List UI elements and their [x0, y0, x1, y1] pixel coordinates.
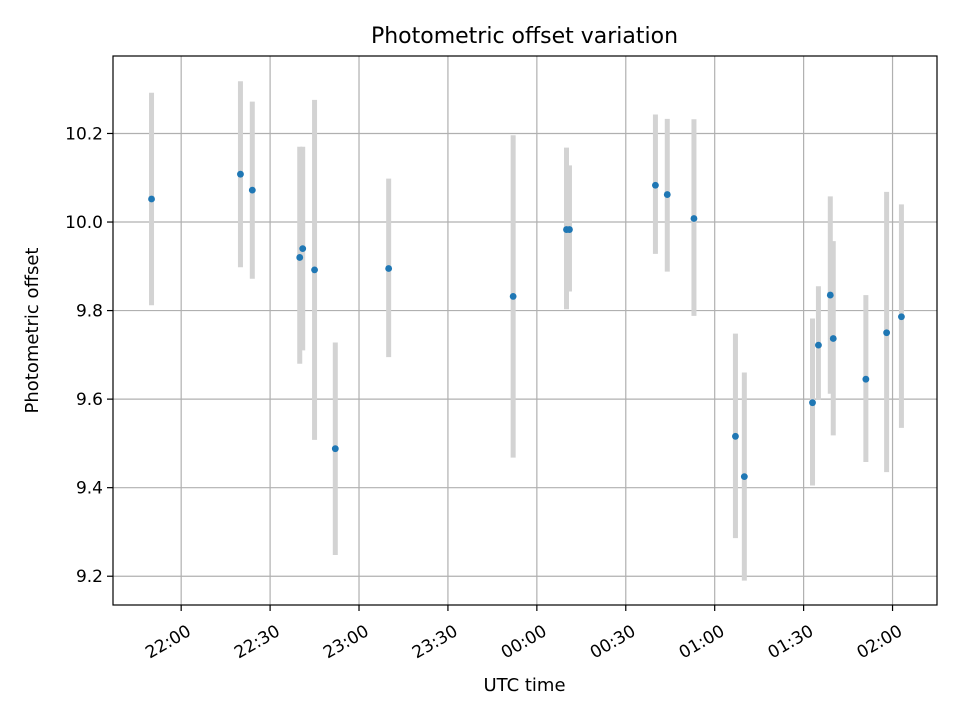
data-point [809, 399, 816, 407]
chart-title: Photometric offset variation [371, 24, 678, 49]
x-tick-label: 01:30 [765, 621, 817, 663]
y-tick-label: 10.0 [65, 213, 103, 233]
x-tick-label: 02:00 [854, 621, 906, 663]
x-axis-ticks: 22:00 22:30 23:00 23:30 00:00 00:30 01:00 01:30… [142, 605, 906, 663]
data-point [690, 215, 698, 222]
data-point [663, 191, 671, 198]
y-axis-ticks: 9.2 9.4 9.6 9.8 10.0 10.2 [65, 124, 113, 587]
data-point [237, 170, 244, 178]
x-tick-label: 01:00 [676, 621, 728, 663]
data-point [509, 293, 517, 300]
data-point [740, 473, 748, 481]
data-point [385, 265, 393, 272]
data-point [311, 266, 318, 274]
data-point [898, 313, 905, 321]
data-point [148, 195, 155, 203]
grid [113, 56, 937, 605]
x-tick-label: 22:00 [142, 621, 194, 663]
x-tick-label: 23:30 [409, 621, 461, 663]
x-tick-label: 00:30 [587, 621, 639, 663]
data-point [296, 254, 304, 261]
data-point [248, 186, 256, 194]
x-tick-label: 23:00 [320, 621, 372, 663]
y-tick-label: 9.2 [76, 567, 103, 587]
x-tick-label: 00:00 [498, 621, 550, 663]
plot-frame [112, 55, 938, 606]
data-point [883, 329, 891, 337]
data-point [862, 375, 870, 383]
y-tick-label: 10.2 [65, 124, 103, 144]
data-point [826, 291, 834, 299]
y-tick-label: 9.8 [76, 302, 103, 322]
x-axis-label: UTC time [483, 675, 565, 696]
y-tick-label: 9.4 [76, 479, 103, 499]
error-bars [149, 81, 904, 581]
x-tick-label: 22:30 [231, 621, 283, 663]
y-tick-label: 9.6 [76, 390, 103, 410]
data-point [652, 181, 659, 189]
data-point [829, 335, 837, 342]
data-point [732, 432, 739, 440]
data-point [299, 245, 307, 252]
data-point [815, 341, 822, 349]
data-point [566, 226, 573, 233]
y-axis-label: Photometric offset [22, 248, 43, 414]
data-points [148, 170, 905, 481]
data-point [331, 445, 339, 453]
